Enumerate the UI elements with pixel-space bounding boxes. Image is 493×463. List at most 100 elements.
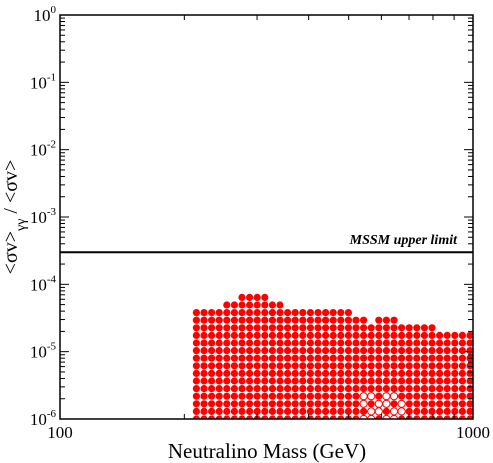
point-352 (360, 331, 368, 339)
point-62 (223, 400, 231, 408)
point-450 (420, 407, 428, 415)
point-101 (238, 347, 246, 355)
point-425 (405, 400, 413, 408)
point-420 (398, 339, 406, 347)
point-17 (200, 400, 208, 408)
point-240 (306, 392, 314, 400)
point-25 (200, 339, 208, 347)
point-224 (299, 400, 307, 408)
point-515 (458, 385, 466, 393)
point-194 (284, 400, 292, 408)
point-474 (428, 324, 436, 332)
point-195 (284, 392, 292, 400)
point-478 (436, 392, 444, 400)
point-40 (208, 339, 216, 347)
point-119 (246, 339, 254, 347)
point-271 (322, 385, 330, 393)
point-178 (276, 400, 284, 408)
x-axis-label: Neutralino Mass (GeV) (168, 439, 366, 463)
point-88 (230, 324, 238, 332)
point-532 (466, 347, 473, 355)
point-167 (268, 362, 276, 370)
point-350 (360, 347, 368, 355)
y-tick-label-2: 10-2 (30, 139, 56, 160)
point-90 (230, 309, 238, 317)
point-48 (215, 392, 223, 400)
point-26 (200, 331, 208, 339)
point-366 (367, 331, 375, 339)
point-35 (208, 377, 216, 385)
point-37 (208, 362, 216, 370)
point-409 (390, 316, 398, 324)
point-233 (299, 331, 307, 339)
point-324 (344, 324, 352, 332)
point-402 (390, 369, 398, 377)
point-491 (443, 385, 451, 393)
point-359 (367, 385, 375, 393)
point-421 (398, 331, 406, 339)
point-511 (458, 415, 466, 419)
point-54 (215, 347, 223, 355)
point-253 (314, 407, 322, 415)
scatter-points (192, 293, 473, 419)
point-513 (458, 400, 466, 408)
point-507 (451, 354, 459, 362)
point-67 (223, 362, 231, 370)
point-335 (352, 354, 360, 362)
point-152 (261, 347, 269, 355)
y-tick-labels: 100 10-1 10-2 10-3 10-4 10-5 10-6 (30, 4, 57, 429)
point-392 (382, 339, 390, 347)
point-32 (208, 400, 216, 408)
point-24 (200, 347, 208, 355)
point-340 (352, 316, 360, 324)
point-223 (299, 407, 307, 415)
point-20 (200, 377, 208, 385)
point-239 (306, 400, 314, 408)
point-116 (246, 362, 254, 370)
point-225 (299, 392, 307, 400)
point-6 (192, 369, 200, 377)
point-353 (360, 324, 368, 332)
point-4 (192, 385, 200, 393)
point-221 (291, 309, 299, 317)
point-455 (420, 369, 428, 377)
point-18 (200, 392, 208, 400)
point-383 (382, 407, 390, 415)
point-302 (337, 377, 345, 385)
point-401 (390, 377, 398, 385)
point-301 (337, 385, 345, 393)
point-247 (306, 339, 314, 347)
point-475 (436, 415, 444, 419)
point-471 (428, 347, 436, 355)
y-tick-label-6: 10-6 (30, 408, 57, 429)
point-428 (405, 377, 413, 385)
point-427 (405, 385, 413, 393)
point-10 (192, 339, 200, 347)
point-138 (253, 324, 261, 332)
point-473 (428, 331, 436, 339)
point-79 (230, 392, 238, 400)
point-524 (466, 407, 473, 415)
point-190 (276, 309, 284, 317)
point-250 (306, 316, 314, 324)
point-108 (238, 293, 246, 301)
point-444 (413, 354, 421, 362)
point-291 (329, 347, 337, 355)
point-158 (261, 301, 269, 309)
point-463 (428, 407, 436, 415)
point-100 (238, 354, 246, 362)
point-387 (382, 377, 390, 385)
point-118 (246, 347, 254, 355)
point-76 (230, 415, 238, 419)
point-336 (352, 347, 360, 355)
point-246 (306, 347, 314, 355)
point-308 (337, 331, 345, 339)
point-47 (215, 400, 223, 408)
point-130 (253, 385, 261, 393)
y-tick-label-1: 10-1 (30, 71, 56, 92)
point-310 (337, 316, 345, 324)
point-295 (329, 316, 337, 324)
point-93 (238, 407, 246, 415)
point-368 (375, 415, 383, 419)
point-168 (268, 354, 276, 362)
